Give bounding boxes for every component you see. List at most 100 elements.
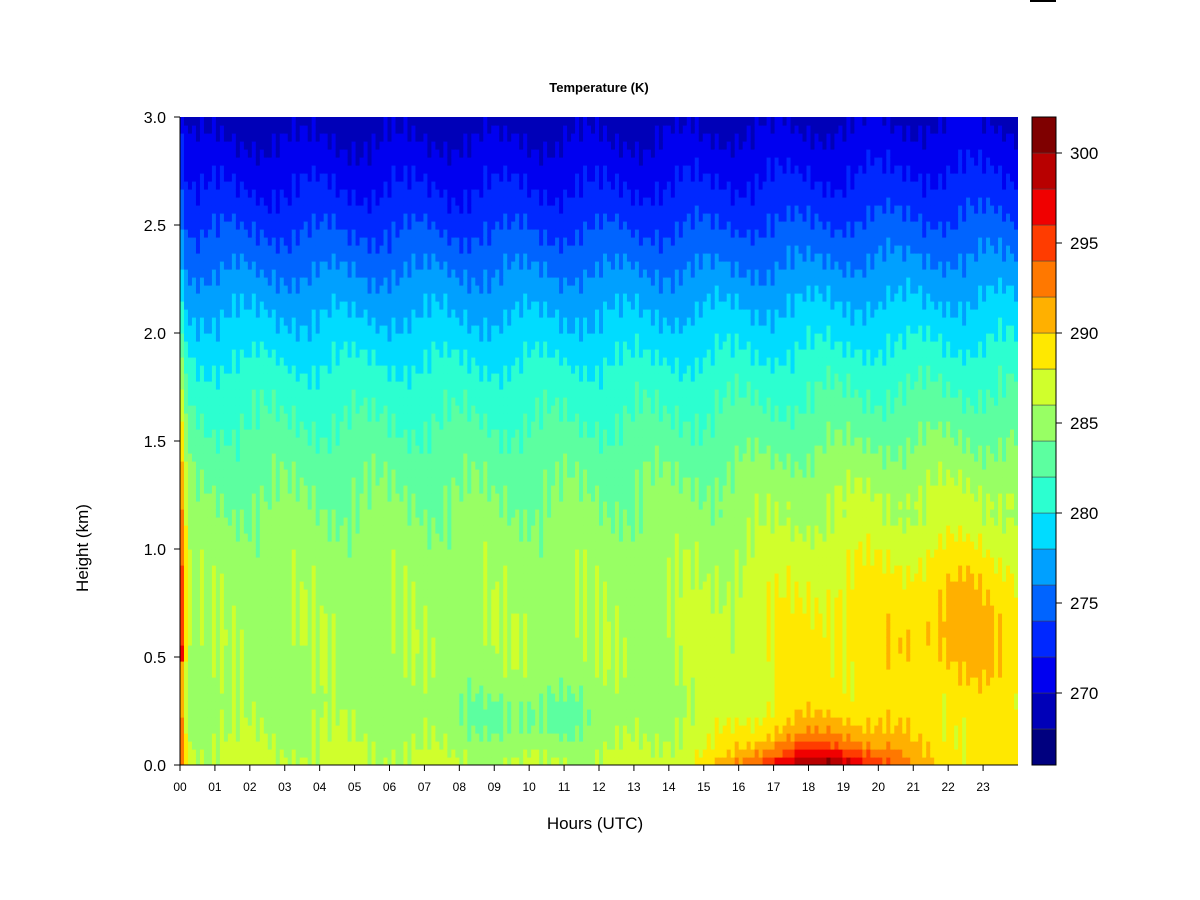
heatmap-cell: [223, 597, 229, 606]
heatmap-cell: [283, 709, 289, 718]
heatmap-cell: [415, 165, 421, 174]
heatmap-cell: [347, 389, 353, 398]
heatmap-cell: [231, 277, 237, 286]
heatmap-cell: [183, 565, 189, 574]
heatmap-cell: [347, 477, 353, 486]
heatmap-cell: [407, 221, 413, 230]
heatmap-cell: [211, 213, 217, 222]
heatmap-cell: [283, 685, 289, 694]
heatmap-cell: [275, 621, 281, 630]
heatmap-cell: [315, 165, 321, 174]
heatmap-cell: [191, 597, 197, 606]
heatmap-cell: [203, 261, 209, 270]
heatmap-cell: [395, 629, 401, 638]
heatmap-cell: [335, 269, 341, 278]
heatmap-cell: [199, 277, 205, 286]
heatmap-cell: [419, 637, 425, 646]
heatmap-cell: [307, 341, 313, 350]
heatmap-cell: [343, 141, 349, 150]
heatmap-cell: [195, 749, 201, 758]
heatmap-cell: [335, 605, 341, 614]
heatmap-cell: [215, 405, 221, 414]
heatmap-cell: [371, 589, 377, 598]
heatmap-cell: [355, 413, 361, 422]
heatmap-cell: [307, 117, 313, 126]
heatmap-cell: [351, 461, 357, 470]
heatmap-cell: [295, 597, 301, 606]
heatmap-cell: [391, 205, 397, 214]
heatmap-cell: [183, 661, 189, 670]
heatmap-cell: [227, 253, 233, 262]
heatmap-cell: [339, 205, 345, 214]
heatmap-cell: [231, 493, 237, 502]
heatmap-cell: [423, 461, 429, 470]
heatmap-cell: [415, 213, 421, 222]
heatmap-cell: [259, 389, 265, 398]
heatmap-cell: [367, 205, 373, 214]
heatmap-cell: [303, 493, 309, 502]
heatmap-cell: [415, 493, 421, 502]
heatmap-cell: [211, 133, 217, 142]
heatmap-cell: [307, 189, 313, 198]
heatmap-cell: [379, 213, 385, 222]
heatmap-cell: [407, 709, 413, 718]
heatmap-cell: [231, 429, 237, 438]
heatmap-cell: [243, 141, 249, 150]
heatmap-cell: [355, 301, 361, 310]
heatmap-cell: [239, 405, 245, 414]
heatmap-cell: [279, 325, 285, 334]
heatmap-cell: [227, 125, 233, 134]
heatmap-cell: [395, 709, 401, 718]
heatmap-cell: [347, 757, 353, 765]
heatmap-cell: [379, 669, 385, 678]
heatmap-cell: [187, 741, 193, 750]
heatmap-cell: [195, 429, 201, 438]
heatmap-cell: [303, 157, 309, 166]
heatmap-cell: [247, 581, 253, 590]
heatmap-cell: [180, 597, 185, 606]
heatmap-cell: [191, 525, 197, 534]
heatmap-cell: [315, 253, 321, 262]
heatmap-cell: [255, 293, 261, 302]
heatmap-cell: [415, 389, 421, 398]
heatmap-cell: [283, 485, 289, 494]
heatmap-cell: [323, 285, 329, 294]
heatmap-cell: [403, 397, 409, 406]
heatmap-cell: [371, 245, 377, 254]
heatmap-cell: [207, 269, 213, 278]
heatmap-cell: [351, 605, 357, 614]
heatmap-cell: [319, 525, 325, 534]
heatmap-cell: [375, 693, 381, 702]
heatmap-cell: [387, 661, 393, 670]
heatmap-cell: [243, 189, 249, 198]
heatmap-cell: [239, 485, 245, 494]
heatmap-cell: [355, 533, 361, 542]
heatmap-cell: [235, 509, 241, 518]
heatmap-cell: [423, 549, 429, 558]
heatmap-cell: [295, 397, 301, 406]
heatmap-cell: [383, 301, 389, 310]
heatmap-cell: [375, 349, 381, 358]
heatmap-cell: [407, 357, 413, 366]
heatmap-cell: [187, 181, 193, 190]
heatmap-cell: [355, 341, 361, 350]
heatmap-cell: [231, 557, 237, 566]
heatmap-cell: [379, 349, 385, 358]
heatmap-cell: [283, 581, 289, 590]
heatmap-cell: [423, 661, 429, 670]
heatmap-cell: [411, 429, 417, 438]
heatmap-cell: [359, 381, 365, 390]
heatmap-cell: [267, 493, 273, 502]
heatmap-cell: [195, 525, 201, 534]
heatmap-cell: [399, 749, 405, 758]
heatmap-cell: [359, 365, 365, 374]
heatmap-cell: [239, 149, 245, 158]
heatmap-cell: [243, 573, 249, 582]
heatmap-cell: [267, 221, 273, 230]
heatmap-cell: [363, 757, 369, 765]
heatmap-cell: [299, 621, 305, 630]
heatmap-cell: [387, 613, 393, 622]
heatmap-cell: [363, 653, 369, 662]
heatmap-cell: [287, 533, 293, 542]
heatmap-cell: [223, 717, 229, 726]
